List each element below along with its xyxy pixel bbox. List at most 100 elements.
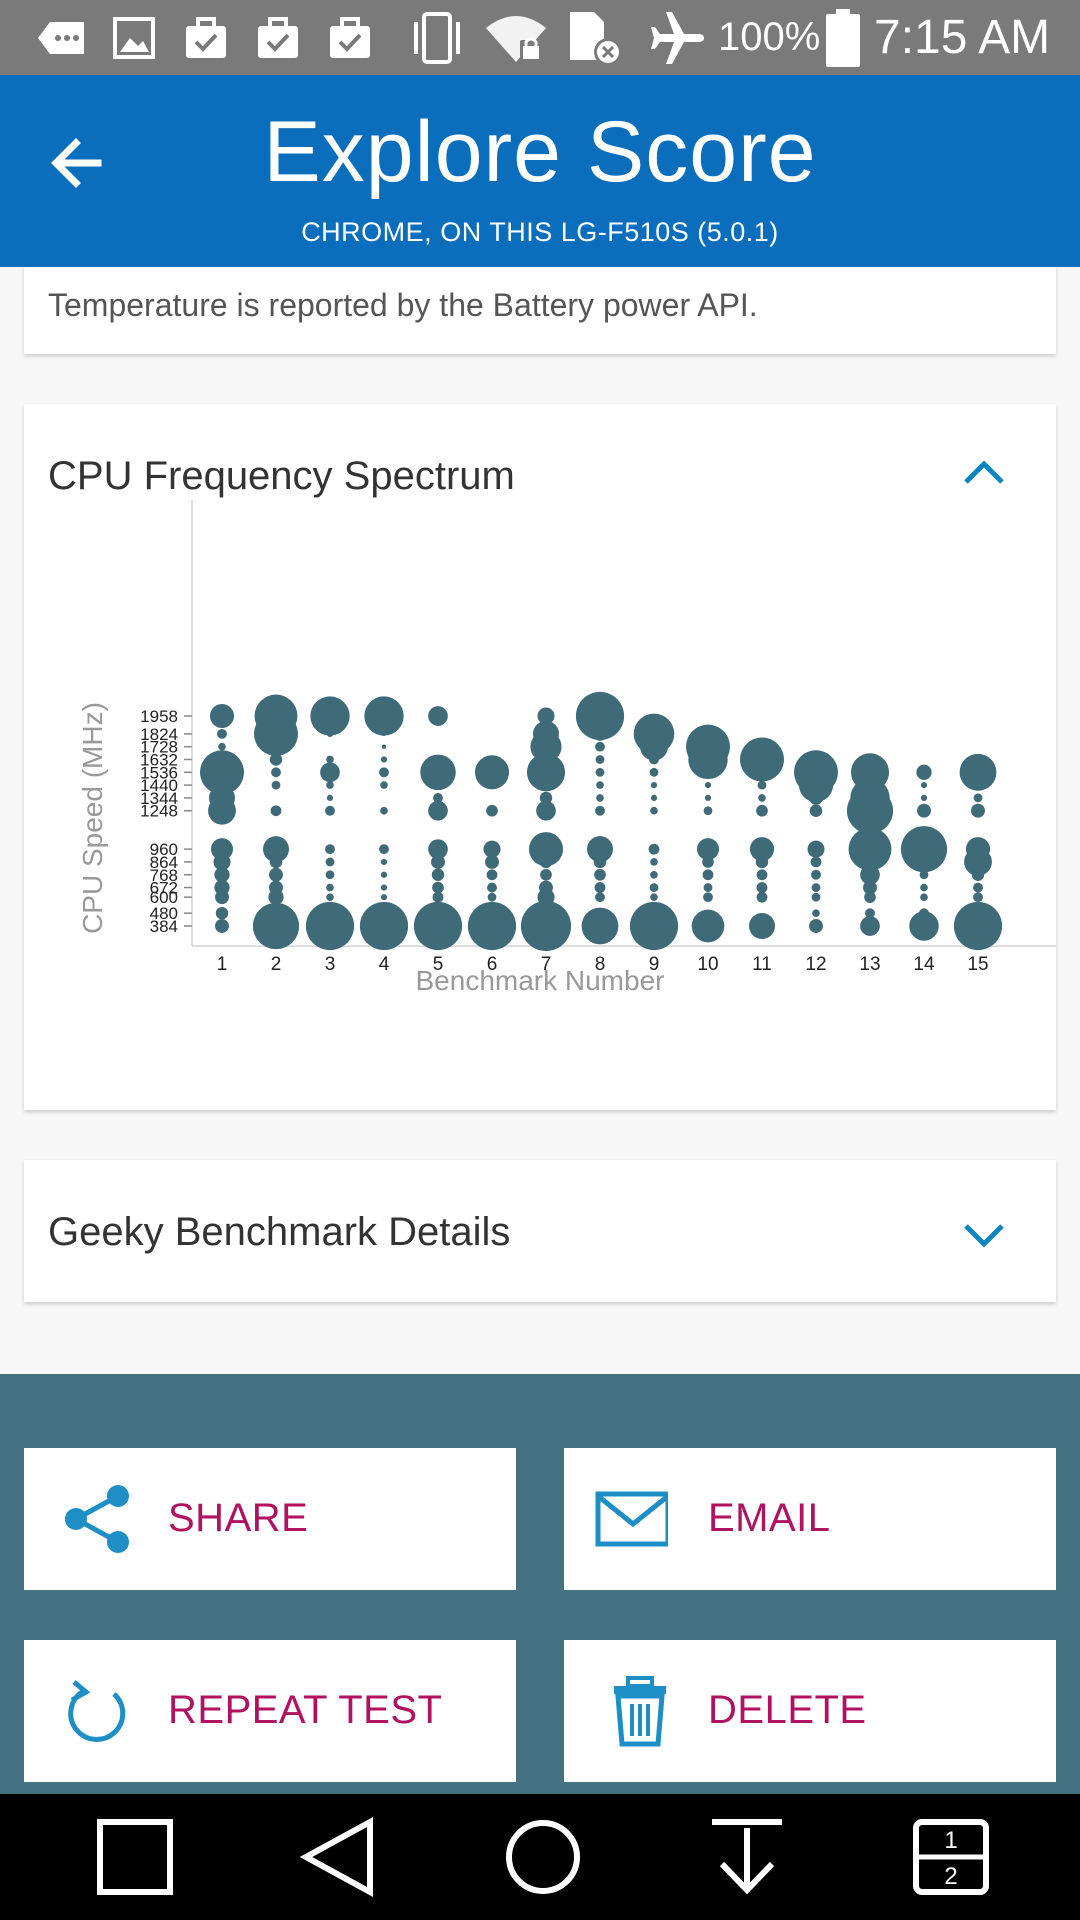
bubble-point [593,726,607,741]
notification-icon [36,0,88,75]
y-tick-label: 600 [150,888,178,907]
bubble-point [649,767,659,777]
x-tick-label: 12 [805,954,826,975]
bubble-point [812,909,820,918]
bubble-point [380,756,388,763]
y-axis-label: CPU Speed (MHz) [77,702,108,934]
bubble-point [209,703,235,729]
bubble-point [326,883,334,892]
recents-button[interactable] [92,1814,178,1900]
x-tick-label: 11 [752,954,772,975]
bubble-point [749,837,775,862]
bubble-point [433,792,443,803]
briefcase-icon [328,0,372,75]
bubble-point [864,891,876,904]
bubble-point [649,754,659,765]
bubble-point [252,902,300,950]
bubble-point [648,843,660,855]
bubble-point [413,901,463,951]
y-tick-label: 480 [150,904,178,923]
bubble-point [757,767,767,777]
bubble-point [325,844,335,855]
back-nav-button[interactable] [296,1814,382,1900]
bubble-point [919,870,929,880]
bubble-point [320,762,340,783]
bubble-point [420,754,456,791]
bubble-point [305,901,355,951]
page-subtitle: CHROME, ON THIS LG-F510S (5.0.1) [301,217,779,247]
bubble-point [537,707,555,725]
geeky-details-card[interactable]: Geeky Benchmark Details [24,1160,1056,1302]
bubble-point [526,753,566,792]
bubble-point [704,781,712,789]
bubble-point [428,800,448,821]
bubble-point [269,855,283,869]
bubble-point [213,853,231,871]
recents-icon [97,1819,173,1895]
bubble-point [865,908,875,919]
bubble-point [486,869,498,881]
bubble-point [649,883,659,892]
bubble-point [703,892,713,903]
bubble-point [269,867,283,882]
cpu-frequency-chart: 3844806006727688649601248134414401536163… [77,500,1056,996]
delete-button[interactable]: DELETE [564,1640,1056,1782]
bubble-point [215,919,229,933]
bubble-point [381,744,387,749]
briefcase-icon [256,0,300,75]
bubble-point [798,768,834,803]
y-tick-label: 768 [150,866,178,885]
bubble-point [381,731,387,737]
bubble-point [270,805,282,817]
bubble-point [380,858,388,866]
bubble-point [973,892,983,903]
x-tick-label: 6 [487,954,498,975]
bubble-point [959,753,997,791]
expand-toggle[interactable] [960,1212,1008,1260]
y-tick-label: 960 [150,840,178,859]
share-label: SHARE [168,1496,309,1540]
download-button[interactable] [704,1814,790,1900]
svg-text:1: 1 [944,1827,957,1854]
dual-window-button[interactable]: 1 2 [908,1814,994,1900]
bubble-point [536,800,556,821]
bubble-point [431,868,445,881]
bubble-point [953,901,1003,951]
bubble-point [596,781,604,789]
bubble-point [215,890,229,905]
bubble-point [594,882,606,893]
bubble-point [594,868,606,881]
repeat-test-button[interactable]: REPEAT TEST [24,1640,516,1782]
bubble-point [593,855,607,869]
collapse-toggle[interactable] [960,448,1008,496]
repeat-test-label: REPEAT TEST [168,1688,443,1732]
back-icon [299,1816,373,1898]
bubble-point [380,871,388,878]
bubble-point [431,855,445,869]
bubble-point [586,836,614,863]
geeky-card-title: Geeky Benchmark Details [48,1210,511,1254]
bubble-point [326,893,334,901]
back-button[interactable] [40,127,112,199]
arrow-back-icon [51,138,102,188]
bubble-point [208,796,236,825]
bubble-point [860,916,880,936]
bubble-point [964,848,992,876]
y-tick-label: 1824 [140,725,178,744]
bubble-point [364,696,404,736]
bubble-point [214,867,230,883]
bubble-point [748,912,776,940]
share-button[interactable]: SHARE [24,1448,516,1590]
bubble-point [863,880,877,895]
home-button[interactable] [500,1814,586,1900]
email-button[interactable]: EMAIL [564,1448,1056,1590]
bubble-point [575,691,625,741]
bubble-point [380,781,388,789]
bubble-point [432,881,444,894]
y-tick-label: 864 [150,853,178,872]
bubble-point [595,892,605,903]
trash-icon [614,1676,666,1747]
bubble-point [916,764,932,780]
y-tick-label: 1632 [140,750,178,769]
bubble-point [757,780,767,790]
